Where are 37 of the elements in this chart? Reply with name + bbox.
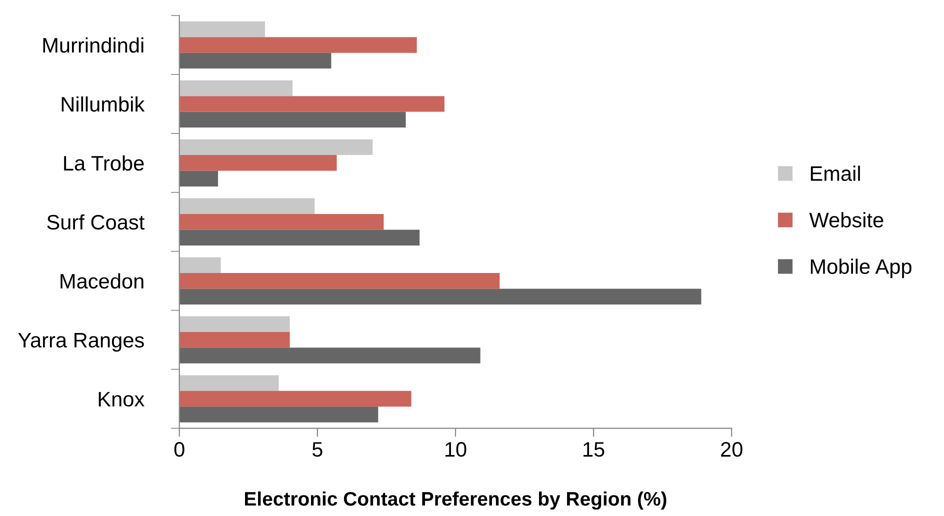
y-tick-label: Nillumbik [62, 96, 145, 112]
y-tick-label: Macedon [60, 273, 144, 289]
y-tick-label: Yarra Ranges [18, 333, 144, 352]
bar [179, 198, 315, 214]
x-tick-label: 15 [584, 442, 604, 457]
bar [179, 230, 420, 246]
x-tick-label: 5 [312, 442, 322, 457]
bar [179, 406, 378, 422]
legend-label: Website [809, 212, 884, 228]
x-tick-label: 10 [445, 442, 466, 457]
y-tick-label: La Trobe [64, 155, 144, 171]
bar [179, 155, 337, 171]
bar [179, 214, 384, 230]
bar [179, 170, 218, 186]
y-tick-label: Knox [98, 392, 144, 407]
bar [179, 139, 373, 156]
bar [179, 348, 480, 364]
bar [179, 96, 444, 112]
bar [179, 21, 265, 38]
bar [179, 332, 290, 348]
x-tick-label: 20 [721, 442, 742, 457]
x-axis-title: Electronic Contact Preferences by Region (%) [245, 491, 666, 510]
bar [179, 80, 293, 96]
x-tick-label: 0 [174, 442, 184, 457]
bar [179, 272, 500, 289]
legend-label: Email [810, 166, 860, 181]
y-tick-label: Murrindindi [43, 37, 144, 53]
bar [179, 316, 290, 332]
bar [179, 52, 332, 69]
bar [179, 257, 221, 273]
y-tick-label: Surf Coast [47, 214, 144, 230]
legend-label: Mobile App [810, 258, 912, 278]
bar [179, 375, 279, 391]
bar [179, 288, 702, 304]
bar [179, 390, 412, 407]
bar [179, 37, 417, 53]
bar [179, 112, 406, 128]
